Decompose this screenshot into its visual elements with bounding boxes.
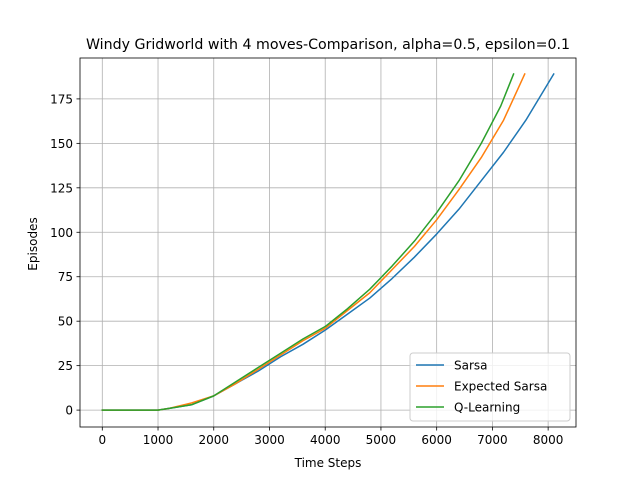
x-tick-label: 5000 [366, 433, 397, 447]
legend-label-0: Sarsa [454, 359, 488, 373]
series-lines [101, 72, 555, 411]
y-tick-label: 125 [50, 181, 73, 195]
y-tick-label: 0 [65, 404, 73, 418]
plot-frame [79, 57, 577, 428]
y-tick-label: 150 [50, 137, 73, 151]
y-tick-label: 100 [50, 226, 73, 240]
x-tick-label: 2000 [198, 433, 229, 447]
x-axis-label: Time Steps [294, 456, 362, 470]
x-tick-label: 0 [98, 433, 106, 447]
x-tick-label: 8000 [533, 433, 564, 447]
x-tick-label: 4000 [310, 433, 341, 447]
y-tick-label: 50 [58, 315, 73, 329]
x-tick-label: 3000 [254, 433, 285, 447]
legend: Sarsa Expected Sarsa Q-Learning [409, 352, 571, 422]
legend-box [409, 352, 571, 422]
y-tick-label: 75 [58, 270, 73, 284]
y-tick-label: 175 [50, 92, 73, 106]
axes: 0 1000 2000 3000 4000 5000 6000 7000 8000 0 25 50 75… [50, 57, 577, 447]
series-line-1 [101, 73, 526, 411]
x-tick-label: 1000 [143, 433, 174, 447]
x-tick-label: 6000 [421, 433, 452, 447]
y-axis-label: Episodes [26, 217, 40, 270]
y-tick-label: 25 [58, 359, 73, 373]
legend-label-1: Expected Sarsa [454, 380, 547, 394]
x-tick-label: 7000 [477, 433, 508, 447]
legend-label-2: Q-Learning [454, 401, 520, 415]
chart-title: Windy Gridworld with 4 moves-Comparison,… [86, 37, 570, 53]
series-line-2 [101, 73, 515, 411]
